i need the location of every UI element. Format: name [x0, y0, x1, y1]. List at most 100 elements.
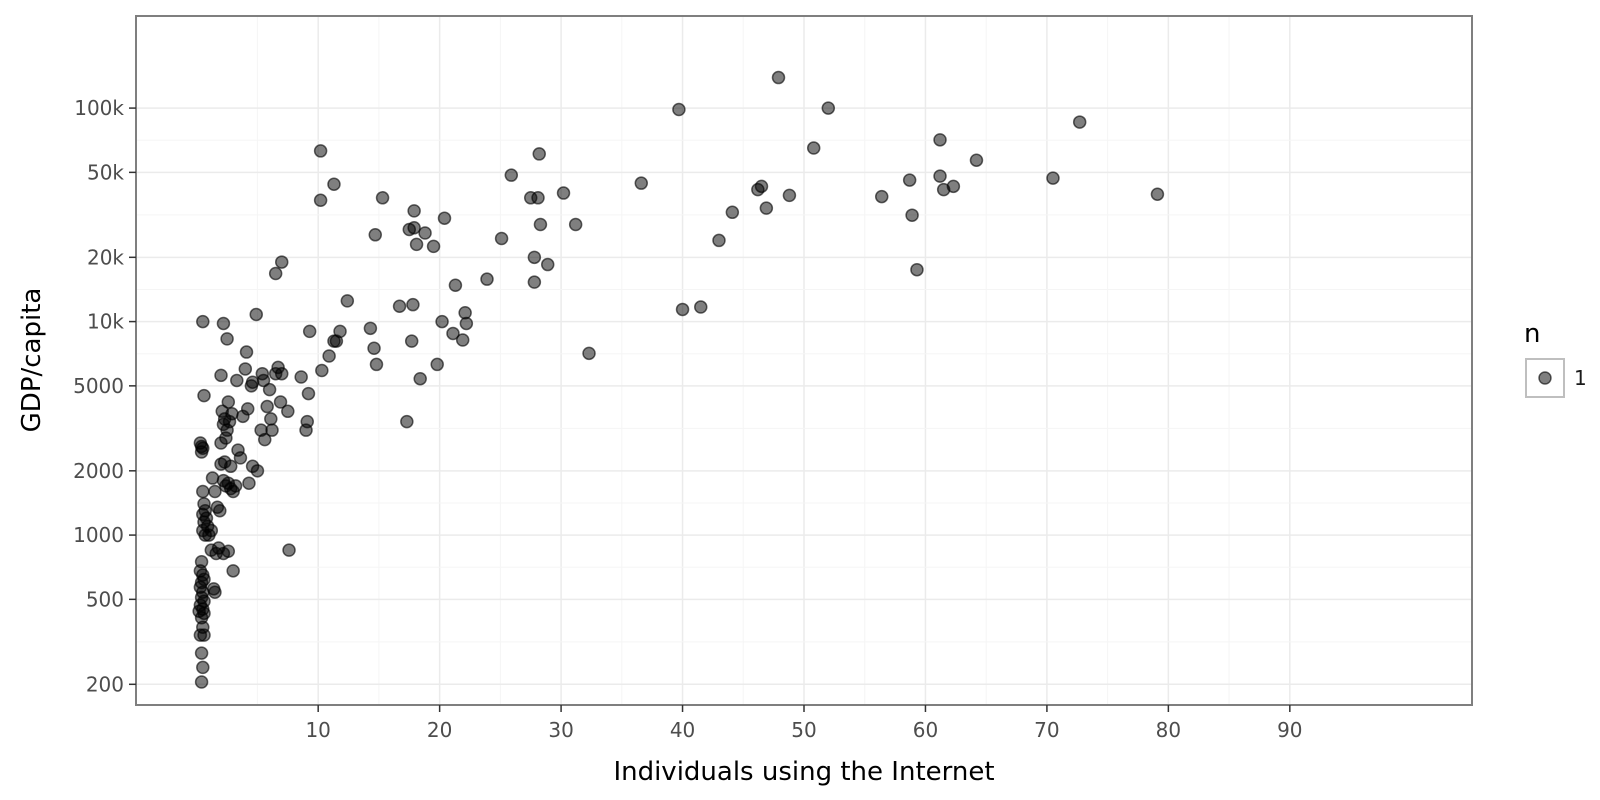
data-point	[933, 133, 947, 147]
data-point	[233, 451, 248, 465]
data-point	[257, 432, 272, 447]
legend-entry-label: 1	[1574, 366, 1587, 390]
x-tick-label: 90	[1277, 718, 1302, 742]
data-point	[245, 375, 260, 389]
data-point	[220, 332, 234, 346]
data-point	[969, 153, 984, 167]
y-tick-label: 100k	[74, 96, 124, 120]
data-point	[406, 297, 420, 312]
x-tick-label: 20	[427, 718, 452, 742]
data-point	[946, 179, 961, 194]
x-tick-label: 40	[670, 718, 695, 742]
data-point	[367, 341, 381, 356]
data-point	[459, 316, 474, 331]
data-point	[265, 423, 279, 437]
data-point	[754, 179, 769, 194]
data-point	[197, 628, 211, 642]
data-point	[533, 217, 548, 232]
data-point	[556, 186, 571, 200]
data-point	[204, 523, 219, 538]
data-point	[260, 399, 274, 414]
data-point	[407, 221, 421, 235]
data-point	[527, 250, 542, 265]
data-point	[806, 141, 821, 155]
data-point	[262, 382, 277, 397]
data-point	[340, 294, 355, 308]
data-point	[302, 324, 317, 339]
data-point	[532, 147, 546, 161]
data-point	[274, 255, 289, 269]
y-tick-label: 20k	[87, 245, 124, 269]
data-point	[1046, 171, 1060, 185]
x-tick-label: 80	[1156, 718, 1181, 742]
data-point	[712, 233, 726, 248]
data-point	[455, 333, 470, 347]
data-point	[225, 407, 239, 421]
data-point	[197, 388, 211, 403]
data-point	[250, 464, 265, 478]
x-tick-label: 10	[305, 718, 330, 742]
data-point	[407, 204, 421, 218]
data-point	[480, 272, 494, 286]
data-point	[230, 373, 244, 388]
data-point	[282, 543, 296, 557]
data-point	[910, 262, 924, 277]
data-point	[194, 675, 209, 689]
gridlines	[136, 16, 1472, 705]
data-point	[196, 484, 210, 499]
x-tick-label: 50	[791, 718, 816, 742]
data-point	[196, 314, 210, 329]
data-point	[527, 275, 542, 289]
data-point	[327, 177, 341, 191]
data-point	[217, 455, 232, 469]
data-point	[430, 357, 444, 372]
y-tick-label: 1000	[73, 523, 124, 547]
data-point	[369, 357, 384, 372]
data-point	[214, 368, 228, 383]
data-point	[448, 278, 463, 292]
data-point	[219, 431, 233, 445]
data-point	[281, 404, 295, 419]
data-point	[228, 479, 243, 493]
data-point	[694, 300, 708, 314]
data-point	[299, 423, 313, 437]
x-tick-label: 30	[548, 718, 573, 742]
data-point	[213, 504, 227, 518]
data-point	[409, 237, 424, 252]
y-axis-title: GDP/capita	[17, 288, 47, 433]
data-point	[933, 169, 947, 183]
data-point	[494, 231, 509, 246]
data-point	[274, 366, 289, 381]
data-point	[264, 412, 278, 426]
data-point	[568, 217, 583, 232]
data-point	[540, 257, 555, 272]
data-points	[192, 70, 1165, 689]
data-point	[268, 266, 283, 281]
data-point	[333, 324, 347, 339]
data-point	[905, 208, 919, 222]
data-point	[273, 395, 288, 409]
data-point	[902, 173, 917, 187]
data-point	[363, 321, 378, 336]
data-point	[208, 484, 222, 499]
data-point	[322, 349, 336, 363]
data-point	[437, 211, 452, 225]
y-tick-label: 200	[86, 672, 124, 696]
data-point	[771, 70, 786, 85]
data-point	[413, 371, 427, 386]
data-point	[240, 402, 255, 416]
data-point	[725, 205, 740, 220]
data-point	[874, 189, 889, 204]
legend-title: n	[1524, 319, 1540, 349]
data-point	[582, 346, 596, 361]
data-point	[504, 168, 519, 182]
y-tick-label: 5000	[73, 374, 124, 398]
data-point	[226, 564, 240, 578]
data-point	[531, 191, 545, 205]
data-point	[759, 201, 774, 215]
x-axis: 10 20 30 40 50 60 70 80 90	[305, 705, 1303, 742]
data-point	[375, 191, 390, 205]
y-axis: 200 500 1000 2000 5000 10k 20k 50k 100k	[73, 96, 136, 696]
data-point	[221, 544, 236, 558]
